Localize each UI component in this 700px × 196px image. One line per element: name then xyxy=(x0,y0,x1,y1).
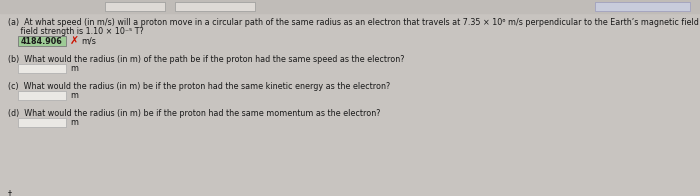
Text: ✗: ✗ xyxy=(70,36,79,46)
FancyBboxPatch shape xyxy=(18,91,66,100)
FancyBboxPatch shape xyxy=(105,2,165,11)
Text: m/s: m/s xyxy=(81,36,96,45)
Text: †: † xyxy=(8,189,12,196)
Bar xyxy=(0,0,700,13)
FancyBboxPatch shape xyxy=(18,118,66,127)
Text: (d)  What would the radius (in m) be if the proton had the same momentum as the : (d) What would the radius (in m) be if t… xyxy=(8,109,381,118)
Text: (a)  At what speed (in m/s) will a proton move in a circular path of the same ra: (a) At what speed (in m/s) will a proton… xyxy=(8,18,700,27)
Text: field strength is 1.10 × 10⁻⁵ T?: field strength is 1.10 × 10⁻⁵ T? xyxy=(8,27,143,36)
FancyBboxPatch shape xyxy=(18,36,66,46)
Text: 4184.906: 4184.906 xyxy=(21,36,63,45)
Text: (b)  What would the radius (in m) of the path be if the proton had the same spee: (b) What would the radius (in m) of the … xyxy=(8,55,405,64)
Text: (c)  What would the radius (in m) be if the proton had the same kinetic energy a: (c) What would the radius (in m) be if t… xyxy=(8,82,391,91)
Text: m: m xyxy=(70,64,78,73)
Text: m: m xyxy=(70,118,78,127)
FancyBboxPatch shape xyxy=(175,2,255,11)
FancyBboxPatch shape xyxy=(595,2,690,11)
FancyBboxPatch shape xyxy=(18,64,66,73)
Text: m: m xyxy=(70,91,78,100)
